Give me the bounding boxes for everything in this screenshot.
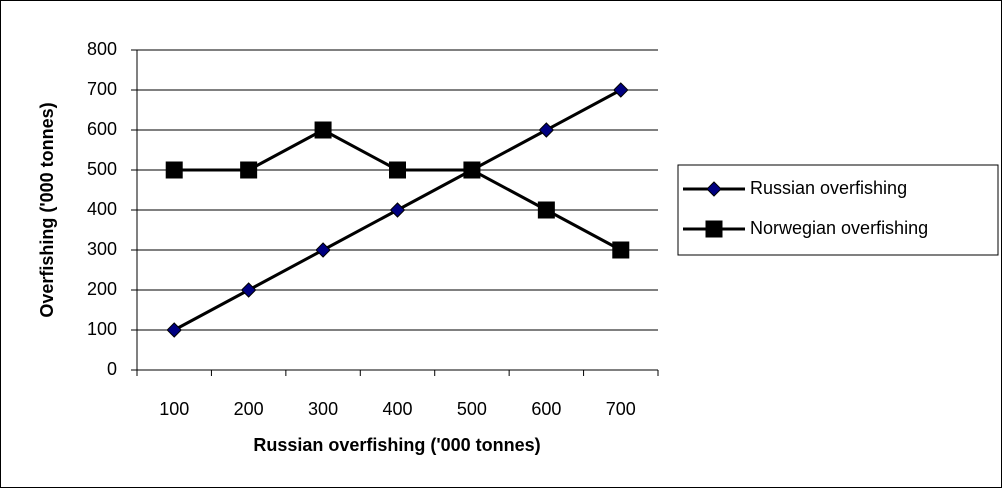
y-tick-label: 700 bbox=[87, 79, 117, 99]
data-point bbox=[389, 202, 406, 218]
legend bbox=[677, 164, 999, 256]
y-tick-label: 500 bbox=[87, 159, 117, 179]
legend-marker bbox=[705, 220, 723, 238]
data-point bbox=[537, 201, 555, 219]
data-point bbox=[240, 282, 257, 298]
data-point bbox=[314, 121, 332, 139]
legend-label: Russian overfishing bbox=[750, 178, 907, 198]
x-tick-label: 500 bbox=[457, 399, 487, 419]
legend-marker bbox=[706, 181, 722, 197]
y-tick-label: 800 bbox=[87, 39, 117, 59]
data-point bbox=[538, 122, 555, 138]
y-tick-label: 0 bbox=[107, 359, 117, 379]
y-tick-label: 400 bbox=[87, 199, 117, 219]
data-point bbox=[463, 161, 481, 179]
y-tick-label: 300 bbox=[87, 239, 117, 259]
data-point bbox=[315, 242, 331, 258]
data-point bbox=[612, 241, 630, 259]
data-point bbox=[166, 322, 182, 338]
x-axis-label: Russian overfishing ('000 tonnes) bbox=[253, 435, 540, 455]
y-axis-label: Overfishing ('000 tonnes) bbox=[37, 102, 57, 317]
data-point bbox=[389, 161, 406, 179]
data-point bbox=[613, 82, 629, 98]
legend-label: Norwegian overfishing bbox=[750, 218, 928, 238]
y-tick-label: 200 bbox=[87, 279, 117, 299]
x-tick-label: 400 bbox=[382, 399, 412, 419]
x-tick-label: 600 bbox=[531, 399, 561, 419]
data-point bbox=[165, 161, 183, 179]
x-tick-label: 300 bbox=[308, 399, 338, 419]
x-tick-label: 700 bbox=[606, 399, 636, 419]
x-tick-label: 200 bbox=[234, 399, 264, 419]
y-tick-label: 100 bbox=[87, 319, 117, 339]
x-tick-label: 100 bbox=[159, 399, 189, 419]
data-point bbox=[240, 161, 258, 179]
y-tick-label: 600 bbox=[87, 119, 117, 139]
